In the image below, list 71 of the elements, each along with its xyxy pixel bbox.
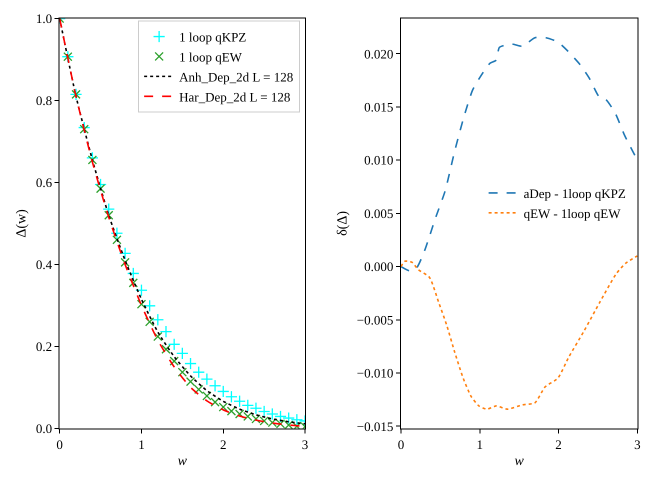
point — [112, 235, 122, 244]
point — [160, 325, 172, 338]
y-tick-label: 0.6 — [36, 175, 53, 190]
x-tick-label: 0 — [398, 436, 404, 452]
legend-label: Har_Dep_2d L = 128 — [179, 89, 290, 104]
point — [143, 300, 156, 312]
point — [186, 376, 196, 386]
point — [120, 258, 130, 268]
line-series — [400, 255, 638, 410]
point — [168, 338, 180, 351]
y-tick-label: 1.0 — [36, 11, 52, 26]
legend-label: qEW - 1loop qEW — [524, 206, 622, 221]
point — [274, 410, 287, 423]
x-tick-label: 3 — [302, 436, 308, 452]
y-axis-title: δ(Δ) — [335, 210, 350, 236]
y-tick-label: 0.000 — [364, 259, 394, 274]
x-tick-label: 2 — [220, 436, 226, 452]
point — [218, 402, 228, 412]
legend-label: 1 loop qEW — [179, 50, 243, 65]
point — [266, 408, 279, 420]
y-tick-label: −0.005 — [356, 312, 394, 328]
point — [290, 413, 304, 426]
point — [110, 227, 124, 240]
x-tick-label: 3 — [634, 436, 641, 452]
point — [170, 356, 179, 366]
y-tick-label: 0.2 — [36, 338, 52, 354]
point — [118, 247, 132, 260]
point — [184, 357, 197, 370]
x-tick-label: 0 — [56, 436, 63, 452]
point — [282, 412, 295, 424]
point — [194, 384, 204, 394]
point — [136, 300, 146, 309]
point — [152, 313, 164, 326]
y-tick-label: 0.0 — [36, 420, 52, 436]
point — [88, 155, 98, 165]
point — [127, 267, 140, 280]
point — [202, 391, 212, 401]
y-tick-label: 0.015 — [364, 99, 394, 114]
line-series — [400, 36, 638, 272]
point — [78, 121, 90, 134]
point — [102, 202, 115, 216]
point — [135, 284, 148, 296]
point — [104, 210, 114, 220]
y-tick-label: 0.4 — [36, 256, 53, 272]
point — [178, 368, 187, 377]
y-tick-label: 0.8 — [36, 93, 52, 108]
point — [161, 344, 171, 354]
legend-label: Anh_Dep_2d L = 128 — [179, 69, 294, 84]
y-tick-label: −0.010 — [356, 366, 394, 381]
y-tick-label: 0.020 — [364, 46, 394, 62]
point — [176, 347, 189, 360]
y-axis-title: Δ(w) — [14, 208, 30, 238]
x-tick-label: 1 — [138, 436, 145, 452]
point — [86, 152, 99, 164]
x-axis-title: w — [514, 454, 524, 470]
x-tick-label: 1 — [476, 436, 484, 452]
x-axis-title: w — [178, 454, 188, 470]
y-tick-label: −0.015 — [356, 418, 394, 434]
point — [80, 124, 89, 134]
legend-label: 1 loop qKPZ — [179, 30, 246, 45]
point — [128, 278, 138, 288]
x-tick-label: 2 — [555, 436, 562, 452]
point — [153, 332, 162, 342]
point — [210, 397, 220, 407]
point — [96, 184, 106, 194]
legend-label: aDep - 1loop qKPZ — [524, 186, 626, 201]
y-tick-label: 0.005 — [364, 206, 394, 221]
point — [258, 405, 270, 418]
point — [144, 317, 154, 326]
y-tick-label: 0.010 — [364, 152, 394, 168]
point — [250, 402, 262, 415]
